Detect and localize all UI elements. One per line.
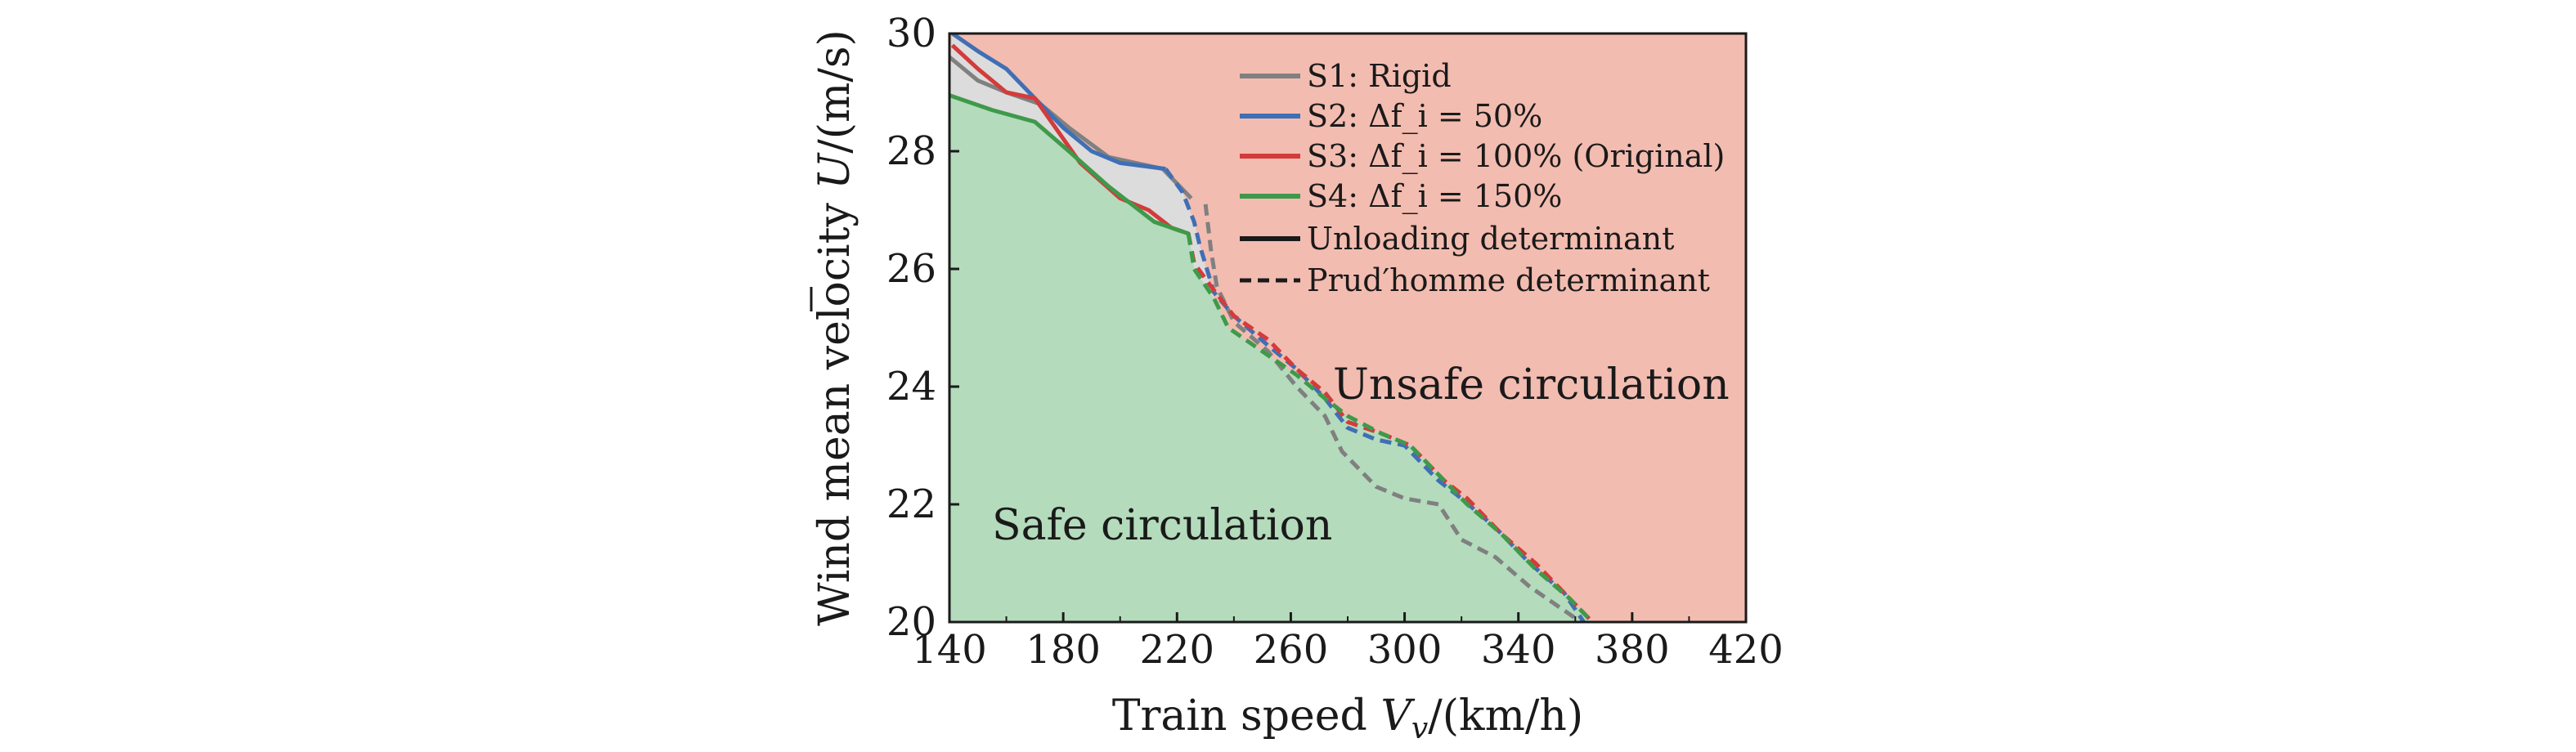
- legend-label-s3: S3: Δf_i = 100% (Original): [1307, 138, 1725, 175]
- legend-item-unloading: Unloading determinant: [1240, 221, 1674, 257]
- x-tick-label: 300: [1367, 627, 1443, 673]
- y-tick-label: 20: [886, 599, 936, 645]
- legend-item-s4: S4: Δf_i = 150%: [1240, 178, 1562, 215]
- series-s3-unloading-line: [950, 43, 1173, 230]
- x-ticks: 140 180 220 260 300 340 380 420: [912, 612, 1784, 673]
- legend: S1: Rigid S2: Δf_i = 50% S3: Δf_i = 100%…: [1240, 58, 1725, 298]
- x-tick-label: 340: [1481, 627, 1556, 673]
- series-s2-unloading-line: [951, 34, 1166, 172]
- y-ticks: 20 22 24 26 28 30: [886, 11, 959, 645]
- y-tick-label: 22: [886, 481, 936, 527]
- gray-band-upper: [949, 34, 1214, 298]
- series-lines: [949, 34, 1594, 622]
- y-axis-title: Wind mean velocity U/(m/s): [810, 29, 859, 626]
- x-tick-label: 260: [1254, 627, 1329, 673]
- legend-item-s2: S2: Δf_i = 50%: [1240, 98, 1542, 135]
- series-s4-prudhomme-line: [1186, 233, 1594, 622]
- safe-region-label: Safe circulation: [992, 501, 1332, 550]
- safe-region: [949, 95, 1593, 622]
- x-tick-label: 140: [912, 627, 987, 673]
- legend-item-s3: S3: Δf_i = 100% (Original): [1240, 138, 1725, 175]
- x-tick-label: 420: [1708, 627, 1784, 673]
- series-s4-unloading-line: [949, 93, 1190, 236]
- x-tick-label: 220: [1139, 627, 1214, 673]
- legend-item-s1: S1: Rigid: [1240, 58, 1452, 94]
- legend-label-unloading: Unloading determinant: [1307, 221, 1674, 257]
- legend-label-prudhomme: Prud′homme determinant: [1307, 262, 1710, 298]
- series-s2-prudhomme-line: [1164, 168, 1586, 622]
- x-tick-label: 380: [1595, 627, 1670, 673]
- y-tick-label: 28: [886, 128, 936, 174]
- unsafe-region-label: Unsafe circulation: [1333, 360, 1730, 410]
- series-s1-prudhomme-line: [1203, 204, 1582, 622]
- legend-label-s2: S2: Δf_i = 50%: [1307, 98, 1542, 135]
- legend-label-s4: S4: Δf_i = 150%: [1307, 178, 1562, 215]
- y-tick-label: 24: [886, 364, 936, 410]
- y-tick-label: 26: [886, 246, 936, 292]
- x-axis-title: Train speed Vv/(km/h): [1112, 692, 1583, 745]
- series-s3-prudhomme-line: [1170, 226, 1594, 622]
- legend-item-prudhomme: Prud′homme determinant: [1240, 262, 1710, 298]
- svg-text:Wind mean velocity U/(m/s): Wind mean velocity U/(m/s): [810, 29, 859, 626]
- legend-label-s1: S1: Rigid: [1307, 58, 1452, 94]
- y-tick-label: 30: [886, 11, 936, 56]
- x-tick-label: 180: [1025, 627, 1101, 673]
